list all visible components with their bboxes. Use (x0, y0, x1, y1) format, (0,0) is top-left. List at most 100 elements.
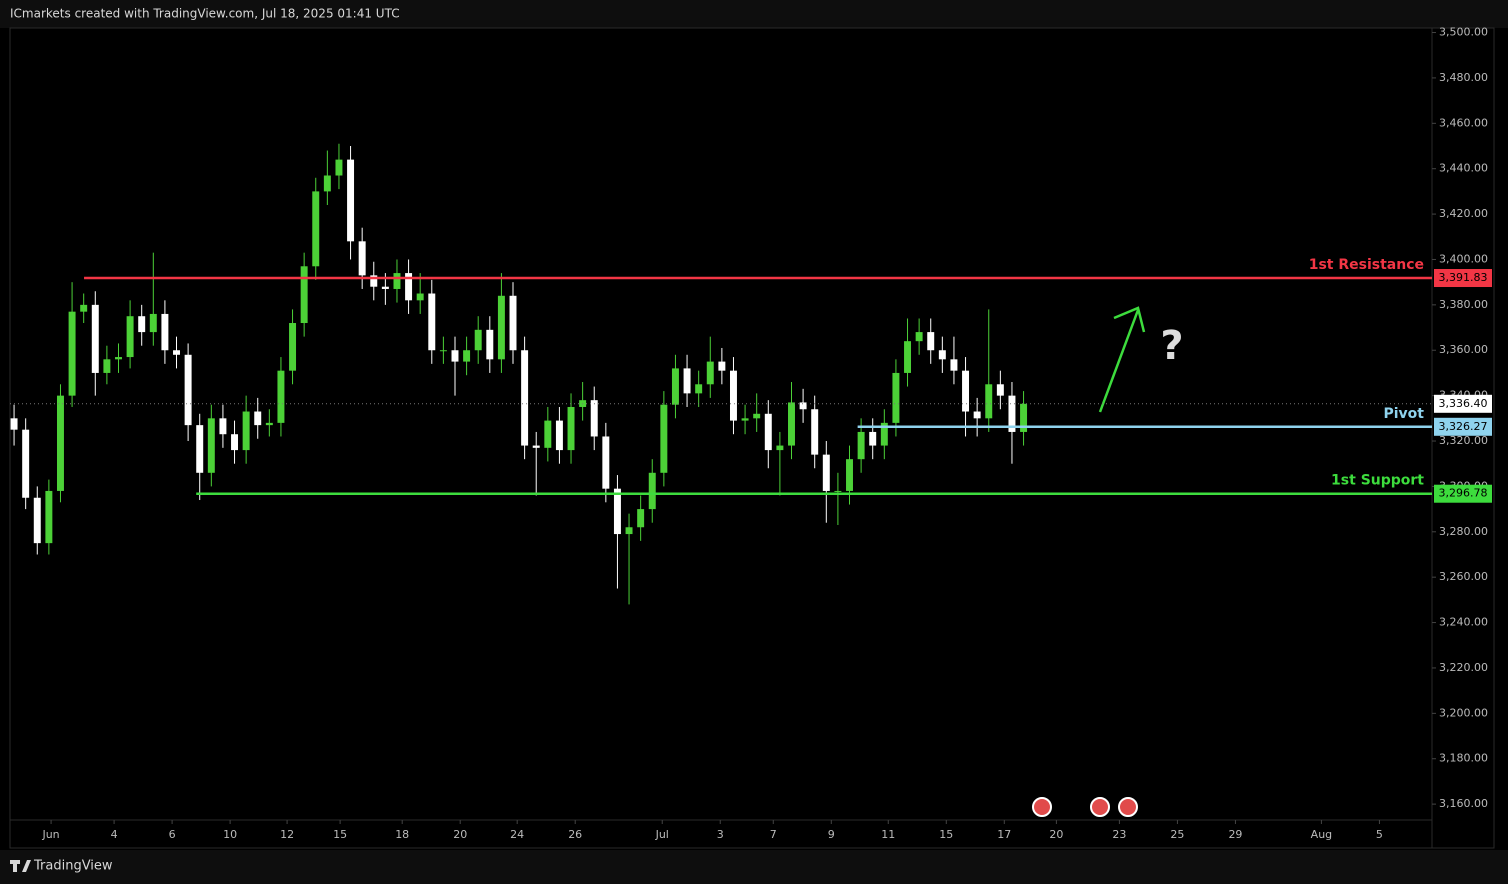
annotation: ? (1160, 323, 1183, 369)
x-tick-label: Jun (41, 828, 59, 841)
candle-body (463, 350, 471, 362)
y-tick-label: 3,500.00 (1439, 26, 1488, 39)
candle-body (80, 304, 88, 312)
level-box (1434, 269, 1492, 288)
candle-body (254, 411, 262, 426)
candle-body (625, 527, 633, 535)
candle-body (138, 316, 146, 333)
y-tick-label: 3,320.00 (1439, 434, 1488, 447)
candle-body (486, 329, 494, 360)
x-tick-label: 3 (717, 828, 724, 841)
candle-body (126, 316, 134, 358)
x-tick-label: 24 (510, 828, 524, 841)
candle-body (602, 436, 610, 489)
candle-body (788, 402, 795, 446)
x-tick-label: 26 (568, 828, 582, 841)
y-tick-label: 3,180.00 (1439, 752, 1488, 765)
candle-body (289, 323, 297, 371)
candle-body (393, 273, 401, 289)
candle-body (335, 159, 343, 176)
candle-body (857, 431, 865, 460)
candle-body (242, 411, 250, 451)
candle-body (451, 350, 459, 362)
candle-body (985, 384, 993, 419)
x-tick-label: 5 (1376, 828, 1383, 841)
y-tick-label: 3,200.00 (1439, 706, 1488, 719)
x-tick-label: 23 (1112, 828, 1126, 841)
candle-body (474, 329, 482, 351)
chart-frame (9, 27, 1495, 849)
candle-body (56, 395, 64, 491)
candle-body (370, 275, 378, 287)
x-tick-label: 29 (1228, 828, 1242, 841)
candle-body (10, 418, 18, 430)
tv-logo (10, 860, 31, 872)
footer-bar (0, 850, 1508, 884)
candle-body (265, 422, 273, 426)
candle-body (555, 420, 563, 451)
candle-body (347, 159, 355, 242)
candle-body (196, 425, 204, 473)
candle-body (869, 431, 877, 446)
candle-body (706, 361, 714, 385)
x-tick-label: 15 (333, 828, 347, 841)
candle-body (544, 420, 552, 448)
x-tick-label: 20 (453, 828, 467, 841)
candle-body (277, 370, 285, 423)
x-tick-label: 25 (1170, 828, 1184, 841)
candle-body (312, 191, 320, 267)
level-box (1434, 417, 1492, 436)
candle-body (207, 418, 215, 473)
candle-body (439, 350, 447, 352)
candle-body (300, 266, 308, 324)
candle-body (671, 368, 679, 405)
y-tick-label: 3,260.00 (1439, 570, 1488, 583)
candle-body (846, 459, 853, 491)
level-label: 3,296.78 (1439, 487, 1488, 500)
header-bar (0, 0, 1508, 28)
level-name: 1st Resistance (1309, 257, 1424, 273)
level-name: 1st Support (1331, 473, 1424, 489)
candle-body (149, 313, 157, 333)
candle-body (996, 384, 1004, 396)
candle-body (161, 313, 169, 351)
level-name: Pivot (1384, 406, 1425, 422)
candle-body (776, 445, 784, 451)
candle-body (892, 372, 900, 423)
candle-body (660, 404, 668, 473)
candle-body (973, 411, 981, 419)
y-tick-label: 3,380.00 (1439, 298, 1488, 311)
candle-body (115, 357, 122, 360)
candle-body (927, 332, 935, 351)
candle-body (718, 361, 726, 371)
candle-body (764, 413, 772, 451)
event-icons (1032, 797, 1138, 817)
y-tick-label: 3,280.00 (1439, 525, 1488, 538)
y-tick-label: 3,360.00 (1439, 343, 1488, 356)
candle-body (91, 304, 99, 373)
candle-body (497, 295, 505, 360)
candle-body (590, 400, 598, 437)
last-price-box (1434, 394, 1492, 413)
level-label: 3,326.27 (1439, 420, 1488, 433)
y-tick-label: 3,240.00 (1439, 616, 1488, 629)
candle-body (509, 295, 517, 351)
arrow (1098, 306, 1146, 413)
candle-body (521, 350, 529, 446)
candle-body (45, 490, 53, 544)
candle-body (219, 418, 227, 435)
header-text: ICmarkets created with TradingView.com, … (10, 7, 400, 21)
y-tick-label: 3,160.00 (1439, 797, 1488, 810)
x-tick-label: Aug (1311, 828, 1332, 841)
x-tick-label: 6 (169, 828, 176, 841)
x-tick-label: 18 (395, 828, 409, 841)
candle-body (729, 370, 737, 421)
y-tick-label: 3,420.00 (1439, 207, 1488, 220)
level-box (1434, 484, 1492, 503)
candle-body (799, 402, 807, 410)
candle-body (648, 472, 656, 510)
candle-body (358, 241, 366, 276)
x-tick-label: 9 (828, 828, 835, 841)
candle-body (22, 429, 30, 498)
candle-body (33, 497, 41, 544)
